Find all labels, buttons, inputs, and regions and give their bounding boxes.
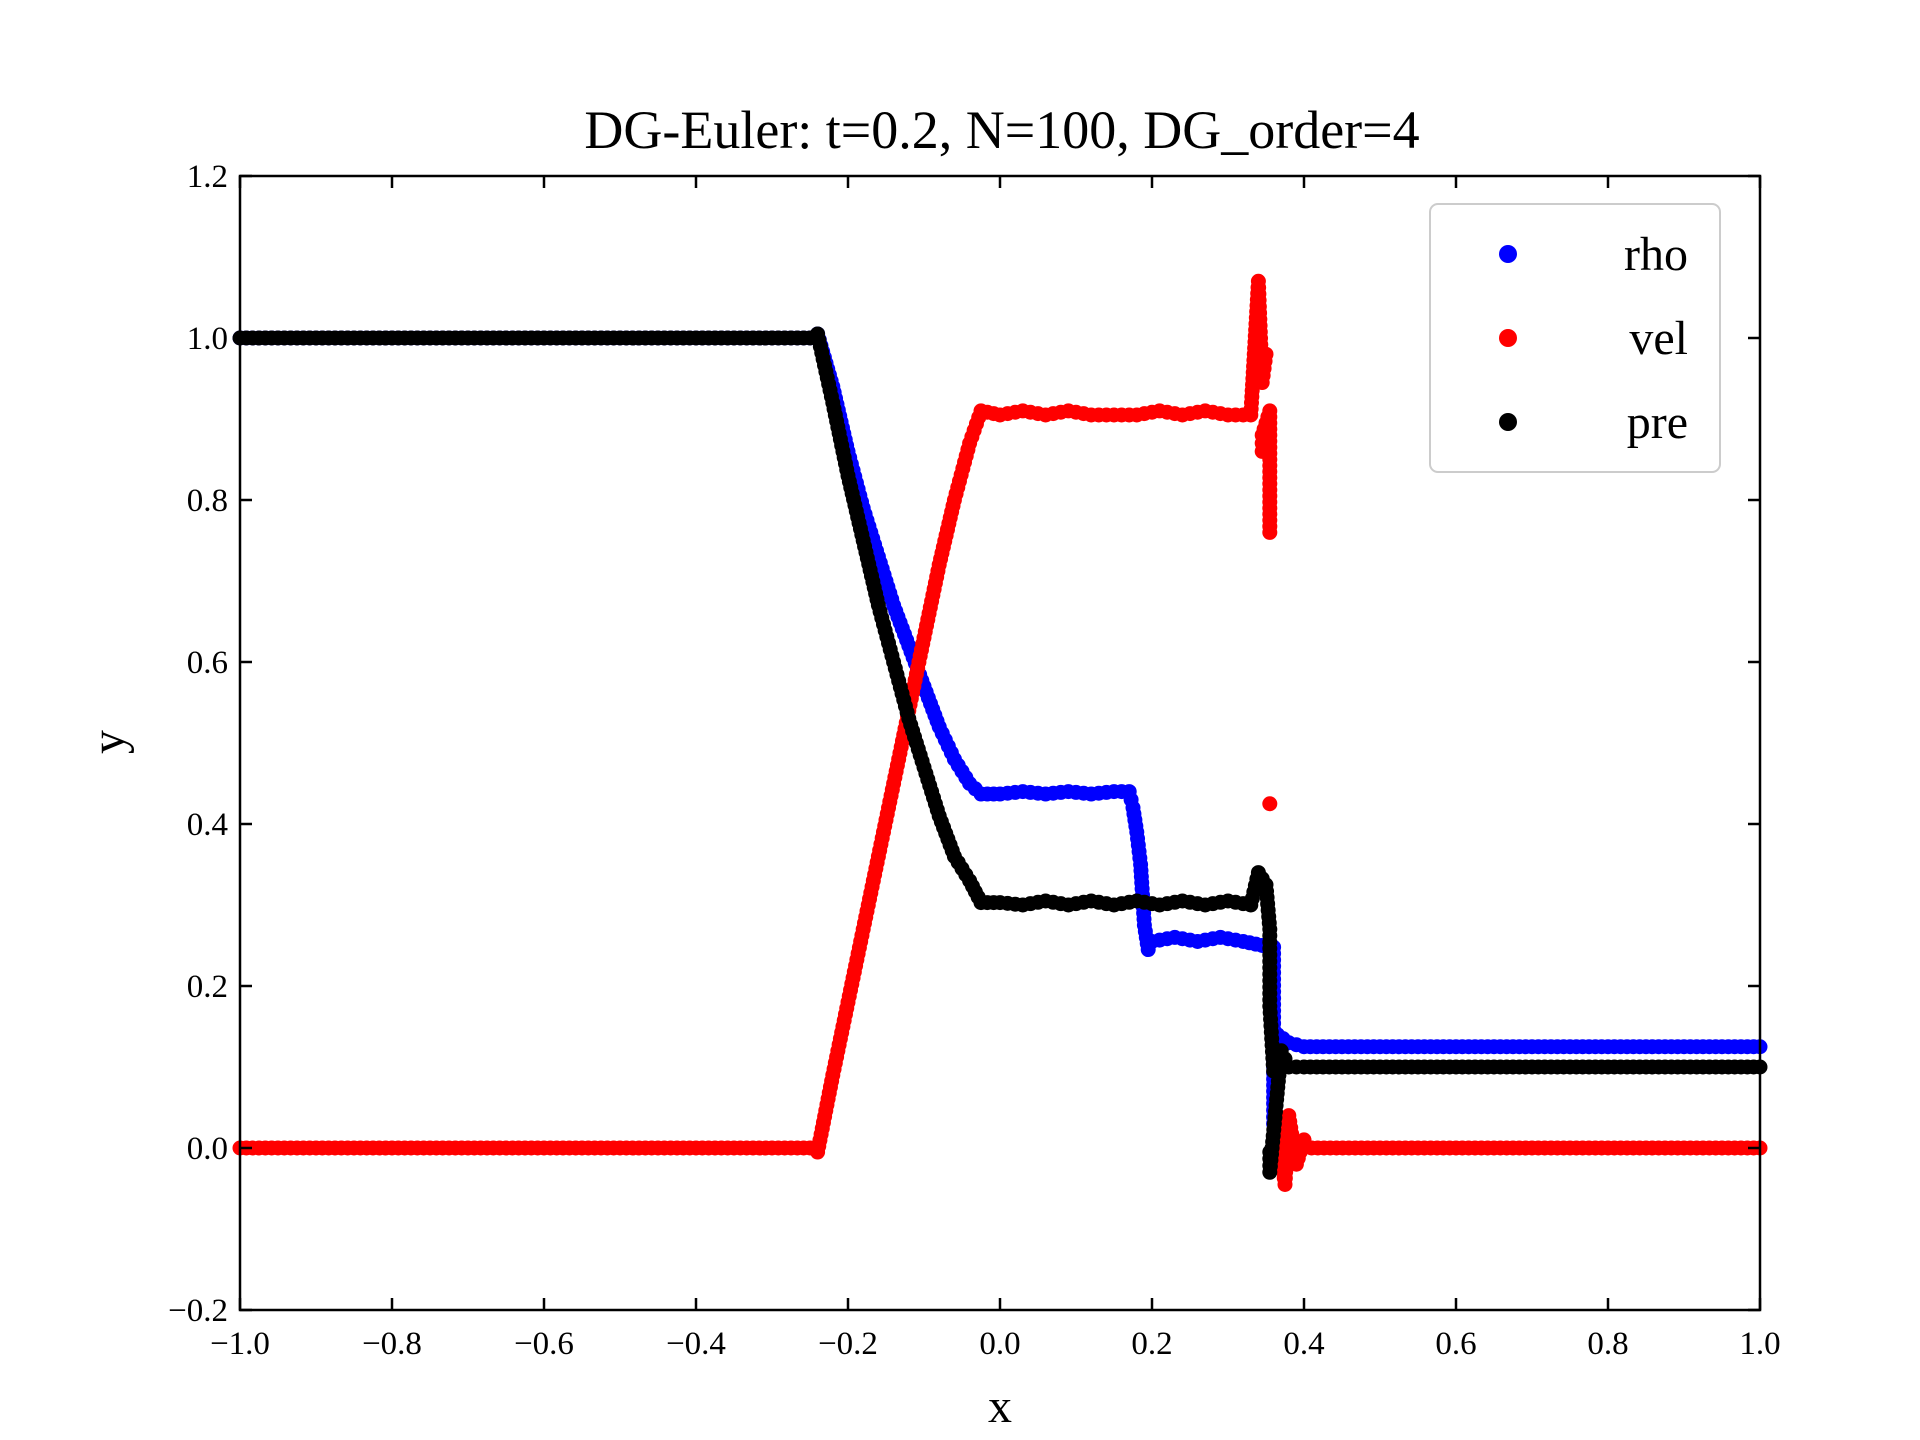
y-axis-ticks: −0.2 0.0 0.2 0.4 0.6 0.8 1.0 1.2	[168, 159, 1760, 1329]
x-tick-label: 0.0	[979, 1326, 1020, 1362]
y-tick-label: 0.2	[187, 969, 228, 1005]
chart-markers	[232, 273, 1768, 1192]
legend-marker-vel	[1499, 329, 1517, 347]
y-axis-label: y	[82, 730, 135, 754]
x-tick-label: 1.0	[1739, 1326, 1780, 1362]
x-tick-label: 0.2	[1131, 1326, 1172, 1362]
x-tick-label: −0.2	[818, 1326, 878, 1362]
y-tick-label: 0.0	[187, 1131, 228, 1167]
legend-box	[1429, 203, 1721, 473]
chart-title: DG-Euler: t=0.2, N=100, DG_order=4	[584, 100, 1419, 160]
y-tick-label: 0.8	[187, 483, 228, 519]
y-tick-label: 0.6	[187, 645, 228, 681]
legend-label-vel: vel	[1629, 312, 1688, 365]
legend: rho vel pre	[1429, 203, 1721, 473]
x-tick-label: −0.4	[666, 1326, 726, 1362]
x-tick-label: −0.8	[362, 1326, 422, 1362]
x-axis-label: x	[988, 1380, 1012, 1433]
x-tick-label: 0.6	[1435, 1326, 1476, 1362]
y-tick-label: −0.2	[168, 1293, 228, 1329]
y-tick-label: 1.0	[187, 321, 228, 357]
x-tick-label: −0.6	[514, 1326, 574, 1362]
legend-marker-pre	[1499, 413, 1517, 431]
x-tick-label: 0.8	[1587, 1326, 1628, 1362]
series-vel	[232, 273, 1768, 1192]
vel-point	[1258, 346, 1274, 362]
y-tick-label: 0.4	[187, 807, 228, 843]
x-axis-ticks: −1.0 −0.8 −0.6 −0.4 −0.2 0.0 0.2 0.4 0.6 0.8 1.0	[210, 176, 1781, 1362]
vel-point	[1262, 524, 1278, 540]
vel-point	[1262, 796, 1278, 812]
legend-label-rho: rho	[1624, 228, 1688, 281]
y-tick-label: 1.2	[187, 159, 228, 195]
series-pre	[232, 326, 1768, 1180]
legend-marker-rho	[1499, 245, 1517, 263]
x-tick-label: 0.4	[1283, 1326, 1324, 1362]
x-tick-label: −1.0	[210, 1326, 270, 1362]
legend-label-pre: pre	[1627, 396, 1688, 449]
